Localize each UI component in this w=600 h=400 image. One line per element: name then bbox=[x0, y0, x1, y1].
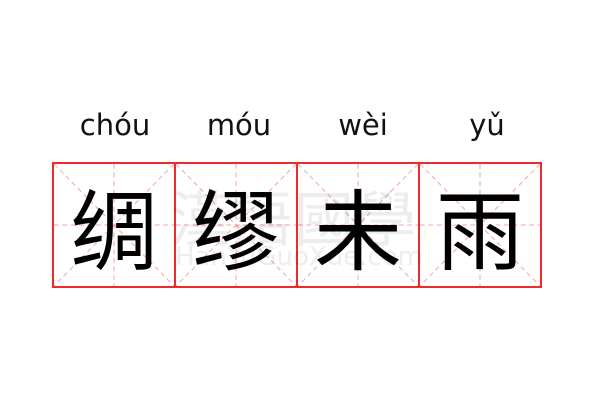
grid-cell: 绸 bbox=[52, 162, 176, 288]
tianzi-guides bbox=[298, 164, 418, 286]
grid-cell: 未 bbox=[296, 162, 420, 288]
grid-cell: 雨 bbox=[418, 162, 542, 288]
hanzi-1: 绸 bbox=[69, 180, 158, 284]
pinyin-3: wèi bbox=[338, 108, 388, 142]
character-grid: 绸 缪 未 雨 bbox=[52, 162, 548, 288]
pinyin-4: yǔ bbox=[469, 108, 505, 142]
pinyin-2: móu bbox=[206, 108, 272, 142]
tianzi-guides bbox=[420, 164, 540, 286]
hanzi-2: 缪 bbox=[191, 180, 280, 284]
tianzi-guides bbox=[54, 164, 174, 286]
grid-cell: 缪 bbox=[174, 162, 298, 288]
hanzi-4: 雨 bbox=[435, 180, 524, 284]
tianzi-guides bbox=[176, 164, 296, 286]
hanzi-3: 未 bbox=[313, 180, 402, 284]
pinyin-1: chóu bbox=[79, 108, 151, 142]
